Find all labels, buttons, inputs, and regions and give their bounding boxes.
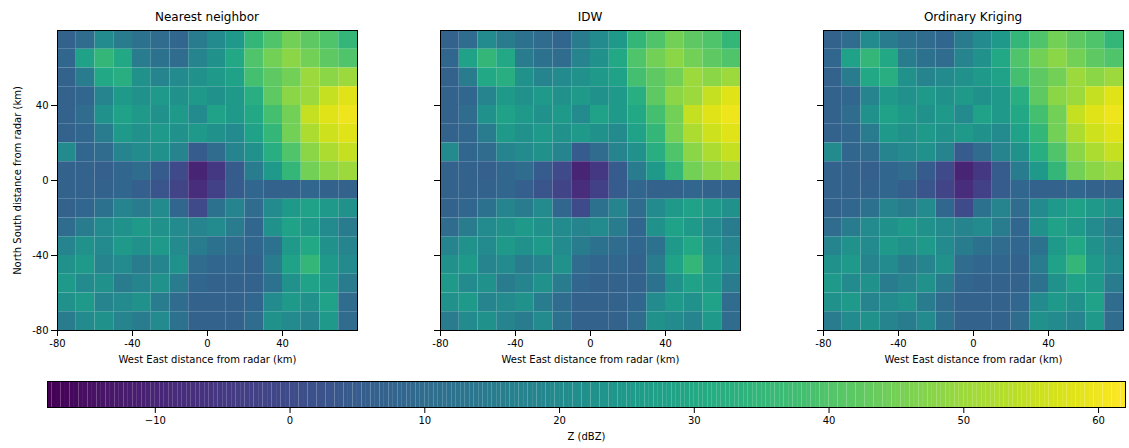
svg-text:-40: -40 — [124, 338, 140, 349]
svg-text:40: 40 — [659, 338, 672, 349]
svg-text:50: 50 — [957, 415, 970, 426]
svg-text:West East distance from radar: West East distance from radar (km) — [885, 354, 1063, 365]
svg-text:0: 0 — [42, 175, 48, 186]
svg-text:60: 60 — [1092, 415, 1105, 426]
svg-text:-40: -40 — [507, 338, 523, 349]
svg-text:West East distance from radar: West East distance from radar (km) — [119, 354, 297, 365]
svg-text:Z (dBZ): Z (dBZ) — [568, 431, 606, 442]
html-text:Ordinary Kriging: Ordinary Kriging — [923, 10, 1023, 24]
html-text:IDW: IDW — [577, 10, 603, 24]
svg-text:40: 40 — [276, 338, 289, 349]
svg-text:0: 0 — [587, 338, 593, 349]
svg-text:-80: -80 — [815, 338, 831, 349]
svg-text:-80: -80 — [49, 338, 65, 349]
svg-text:40: 40 — [823, 415, 836, 426]
svg-text:0: 0 — [204, 338, 210, 349]
svg-text:-80: -80 — [432, 338, 448, 349]
svg-text:-40: -40 — [890, 338, 906, 349]
svg-text:10: 10 — [418, 415, 431, 426]
svg-text:-40: -40 — [32, 250, 48, 261]
svg-text:20: 20 — [553, 415, 566, 426]
svg-text:40: 40 — [36, 100, 49, 111]
svg-text:−10: −10 — [145, 415, 166, 426]
svg-text:0: 0 — [287, 415, 293, 426]
svg-text:0: 0 — [970, 338, 976, 349]
svg-text:30: 30 — [688, 415, 701, 426]
svg-text:-80: -80 — [32, 325, 48, 336]
svg-text:40: 40 — [1042, 338, 1055, 349]
svg-text:West East distance from radar: West East distance from radar (km) — [502, 354, 680, 365]
html-text:Nearest neighbor: Nearest neighbor — [155, 10, 259, 24]
svg-text:North South distance from rada: North South distance from radar (km) — [12, 86, 23, 275]
